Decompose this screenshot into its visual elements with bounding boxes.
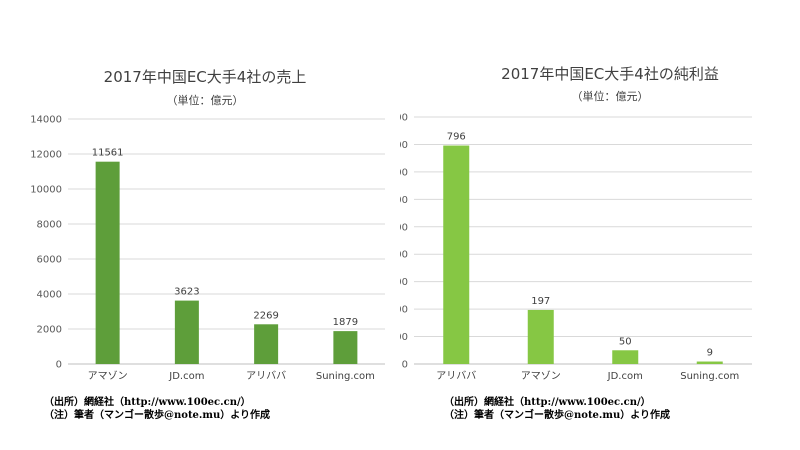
category-label: Suning.com xyxy=(680,371,739,382)
y-tick-label: 300 xyxy=(400,277,408,288)
author-note: （注）筆者（マンゴー散歩@note.mu）より作成 xyxy=(444,410,671,421)
source-note: （出所）網経社（http://www.100ec.cn/） xyxy=(44,397,251,408)
bar xyxy=(443,145,470,364)
y-tick-label: 600 xyxy=(400,195,408,206)
bar xyxy=(527,309,554,364)
y-tick-label: 0 xyxy=(56,360,62,371)
sales-chart: 2017年中国EC大手4社の売上 （単位：億元） 0 2000 4000 6000 8000… xyxy=(30,68,385,382)
y-tick-label: 2000 xyxy=(37,325,62,336)
y-tick-label: 8000 xyxy=(37,220,62,231)
y-tick-label: 100 xyxy=(400,332,408,343)
chart-subtitle: （単位：億元） xyxy=(572,89,649,103)
bar xyxy=(612,350,639,364)
y-tick-label: 900 xyxy=(400,113,408,124)
data-label: 2269 xyxy=(253,310,278,321)
y-tick-label: 200 xyxy=(400,305,408,316)
y-tick-label: 700 xyxy=(400,167,408,178)
data-label: 197 xyxy=(531,296,550,307)
y-tick-label: 4000 xyxy=(37,290,62,301)
category-label: アリババ xyxy=(246,370,286,382)
category-label: アマゾン xyxy=(88,370,128,382)
chart-title: 2017年中国EC大手4社の純利益 xyxy=(501,65,719,83)
data-label: 1879 xyxy=(333,317,358,328)
author-note: （注）筆者（マンゴー散歩@note.mu）より作成 xyxy=(44,410,271,421)
data-label: 796 xyxy=(447,132,466,143)
data-label: 3623 xyxy=(174,287,199,298)
bar xyxy=(696,361,723,364)
category-label: JD.com xyxy=(168,371,204,382)
y-tick-label: 14000 xyxy=(30,115,62,126)
bar xyxy=(174,300,199,364)
bar xyxy=(333,331,358,364)
y-tick-label: 800 xyxy=(400,140,408,151)
category-label: アマゾン xyxy=(521,370,561,382)
data-label: 9 xyxy=(707,348,713,359)
profit-chart-panel: 2017年中国EC大手4社の純利益 （単位：億元） 0 100 200 300 400 500… xyxy=(400,0,800,450)
data-label: 50 xyxy=(619,336,632,347)
category-label: Suning.com xyxy=(316,371,375,382)
y-tick-label: 500 xyxy=(400,222,408,233)
y-tick-label: 400 xyxy=(400,250,408,261)
data-label: 11561 xyxy=(92,148,124,159)
category-label: アリババ xyxy=(436,370,476,382)
bar xyxy=(254,324,279,364)
chart-title: 2017年中国EC大手4社の売上 xyxy=(104,68,307,86)
category-label: JD.com xyxy=(607,371,643,382)
y-tick-label: 6000 xyxy=(37,255,62,266)
y-tick-label: 0 xyxy=(402,360,408,371)
source-note: （出所）網経社（http://www.100ec.cn/） xyxy=(444,397,651,408)
sales-chart-panel: 2017年中国EC大手4社の売上 （単位：億元） 0 2000 4000 6000 8000… xyxy=(30,68,385,421)
y-tick-label: 12000 xyxy=(30,150,62,161)
y-tick-label: 10000 xyxy=(30,185,62,196)
chart-subtitle: （単位：億元） xyxy=(167,93,244,107)
bar xyxy=(95,161,120,364)
profit-chart: 2017年中国EC大手4社の純利益 （単位：億元） 0 100 200 300 400 500… xyxy=(400,65,752,382)
